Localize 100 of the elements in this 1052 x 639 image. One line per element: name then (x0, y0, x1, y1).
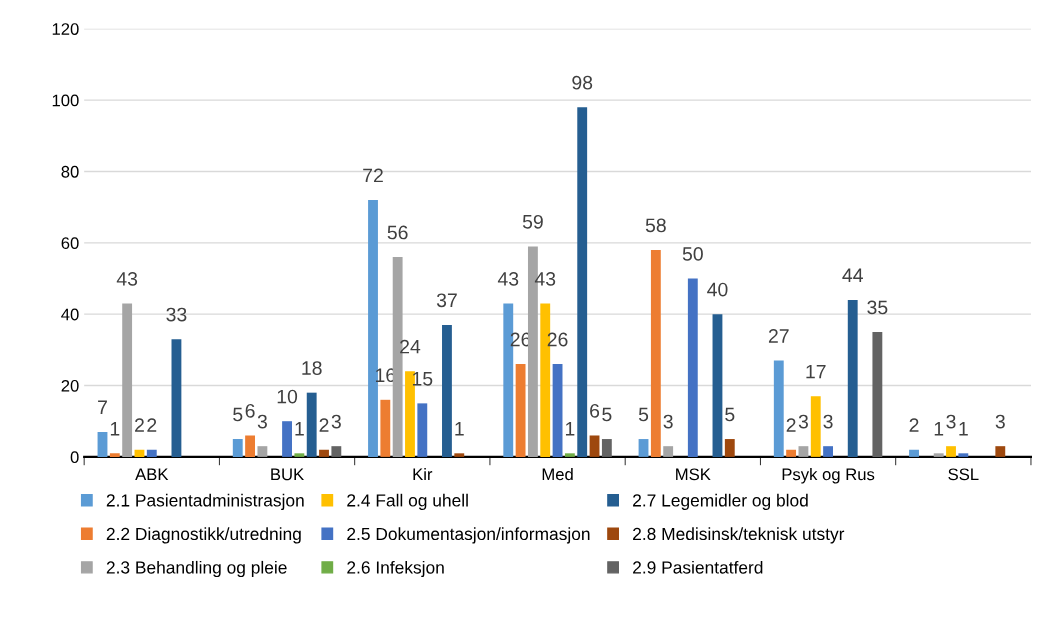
data-label: 5 (233, 407, 243, 422)
bar (909, 449, 919, 457)
data-label: 1 (110, 422, 120, 436)
bar (319, 449, 329, 457)
data-label: 98 (572, 75, 593, 90)
data-label: 3 (798, 414, 808, 429)
bar (724, 439, 735, 457)
bar (589, 435, 600, 457)
bar (638, 439, 649, 457)
y-tick-label: 120 (52, 23, 79, 35)
bar (97, 431, 108, 457)
y-tick-label: 100 (52, 94, 79, 107)
bar (773, 360, 784, 457)
data-label: 40 (707, 282, 728, 297)
bar (786, 449, 797, 457)
y-tick-label: 80 (61, 165, 79, 178)
x-tick-label: SSL (948, 468, 979, 481)
bar (798, 446, 809, 457)
x-tick-label: Med (542, 468, 573, 481)
bar (368, 200, 378, 457)
bar (122, 303, 133, 457)
data-label: 43 (534, 271, 556, 286)
data-label: 72 (363, 168, 383, 183)
legend-label: 2.1 Pasientadministrasjon (106, 493, 304, 510)
bar (712, 314, 723, 457)
data-label: 33 (166, 307, 187, 322)
data-label: 2 (909, 418, 919, 432)
data-label: 35 (867, 300, 888, 315)
bar (564, 453, 575, 457)
bar (515, 364, 526, 457)
y-tick-label: 20 (61, 379, 79, 392)
data-label: 18 (302, 361, 322, 375)
y-tick-label: 0 (70, 451, 79, 464)
data-label: 2 (319, 418, 329, 432)
bar (687, 278, 698, 457)
bar (171, 339, 182, 457)
y-tick-label: 40 (61, 308, 79, 321)
data-label: 1 (959, 422, 968, 436)
legend-label: 2.6 Infeksjon (347, 560, 444, 578)
data-label: 3 (331, 414, 341, 429)
x-tick-label: MSK (676, 468, 711, 481)
bar (552, 364, 563, 457)
bar (306, 392, 317, 457)
data-label: 3 (663, 414, 673, 429)
data-label: 10 (277, 389, 298, 404)
legend-label: 2.2 Diagnostikk/utredning (106, 527, 301, 544)
data-label: 3 (946, 414, 956, 429)
data-label: 3 (257, 414, 267, 429)
data-label: 43 (497, 271, 519, 286)
bar (823, 446, 833, 457)
data-label: 27 (768, 329, 789, 343)
bar (946, 446, 956, 457)
bar (933, 453, 944, 457)
data-label: 2 (135, 418, 144, 432)
bar (417, 403, 428, 457)
data-label: 3 (995, 414, 1005, 429)
data-label: 37 (436, 293, 457, 308)
bar (663, 446, 674, 457)
data-label: 58 (645, 218, 666, 233)
legend-label: 2.9 Pasientatferd (633, 560, 763, 574)
bar (294, 453, 305, 457)
x-tick-label: BUK (271, 468, 304, 481)
bar (650, 249, 661, 457)
bar (995, 446, 1006, 457)
data-label: 5 (602, 407, 612, 422)
data-label: 1 (455, 422, 464, 436)
legend-label: 2.8 Medisinsk/teknisk utstyr (633, 527, 845, 544)
data-label: 1 (295, 422, 304, 436)
data-label: 1 (565, 422, 575, 436)
data-label: 17 (806, 364, 826, 379)
data-label: 56 (387, 225, 408, 240)
data-label: 2 (147, 418, 157, 432)
x-tick-label: ABK (135, 468, 169, 481)
data-label: 3 (823, 414, 833, 429)
bar (134, 449, 145, 457)
y-tick-label: 60 (61, 237, 79, 250)
data-label: 5 (725, 407, 735, 422)
bar (810, 396, 821, 457)
data-label: 2 (786, 418, 796, 432)
bar (380, 399, 391, 457)
bar (847, 299, 858, 457)
bar (109, 453, 120, 457)
data-label: 7 (98, 400, 107, 414)
bar (405, 371, 415, 457)
data-label: 24 (400, 339, 421, 354)
bar (601, 439, 612, 457)
bar (232, 439, 243, 457)
data-label: 43 (116, 271, 138, 286)
bar (282, 421, 292, 457)
bar (872, 332, 883, 457)
bar (442, 324, 452, 457)
bar (245, 435, 255, 457)
data-label: 5 (638, 407, 649, 422)
data-label: 50 (682, 247, 703, 261)
x-tick-label: Psyk og Rus (782, 468, 875, 484)
legend-label: 2.4 Fall og uhell (347, 493, 468, 510)
bar (454, 453, 465, 457)
data-label: 44 (842, 268, 863, 282)
data-label: 1 (934, 422, 944, 436)
data-label: 59 (522, 214, 543, 229)
